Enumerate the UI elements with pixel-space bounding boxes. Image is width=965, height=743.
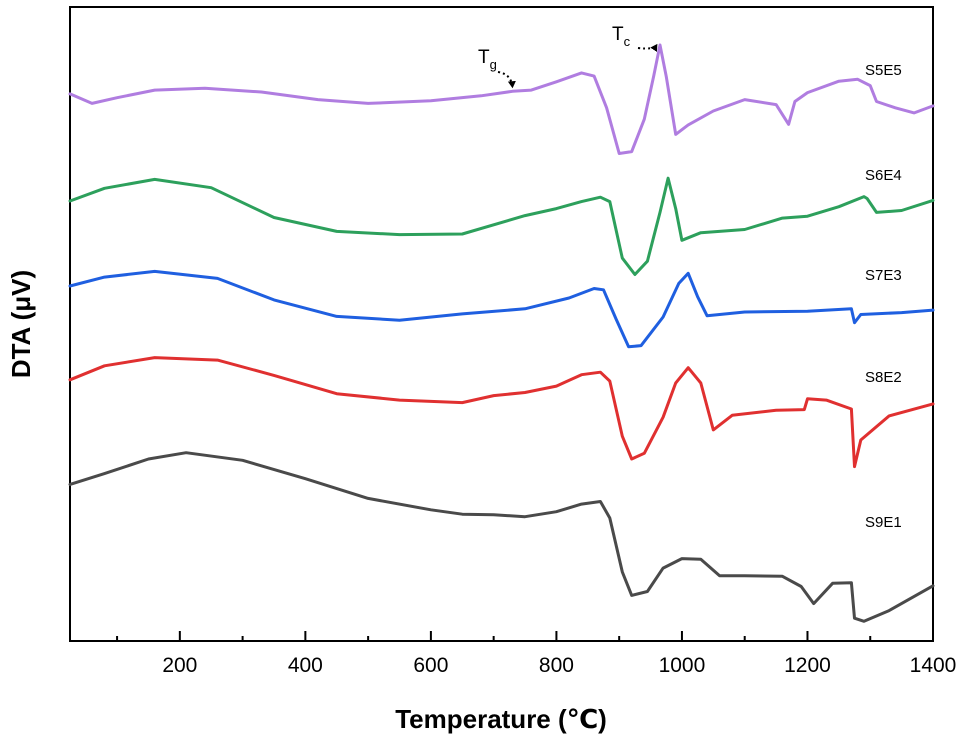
x-tick-label: 200 (162, 654, 197, 677)
tg-sub: g (490, 57, 497, 72)
x-tick-label: 800 (539, 654, 574, 677)
x-axis-ticks: 200 400 600 800 1000 1200 1400 (116, 631, 957, 677)
series-label-s6e4: S6E4 (865, 167, 902, 184)
annotation-arrow (637, 43, 658, 52)
x-tick-label: 1200 (784, 654, 831, 677)
plot-frame (69, 6, 934, 642)
x-tick-label: 600 (413, 654, 448, 677)
tc-sub: c (624, 34, 631, 49)
x-tick-label: 1400 (910, 654, 957, 677)
series-line-s5e5 (68, 43, 935, 155)
y-axis-title: DTA (μV) (6, 270, 36, 378)
tg-main: T (478, 47, 490, 68)
x-axis-title: Temperature (℃) (395, 704, 607, 734)
series-label-s5e5: S5E5 (865, 62, 902, 79)
series-line-s6e4 (68, 176, 935, 276)
tc-annotation: Tc (612, 24, 631, 49)
series-label-s9e1: S9E1 (865, 514, 902, 531)
series-line-s9e1 (68, 451, 935, 623)
x-tick-label: 1000 (659, 654, 706, 677)
series-label-s7e3: S7E3 (865, 267, 902, 284)
series-line-s7e3 (68, 269, 935, 349)
annotations (497, 43, 658, 89)
series-layer (68, 43, 935, 623)
annotation-arrow (497, 71, 516, 89)
tg-annotation: Tg (478, 47, 497, 72)
series-label-s8e2: S8E2 (865, 369, 902, 386)
tc-main: T (612, 24, 624, 45)
x-tick-label: 400 (288, 654, 323, 677)
series-line-s8e2 (68, 356, 935, 469)
